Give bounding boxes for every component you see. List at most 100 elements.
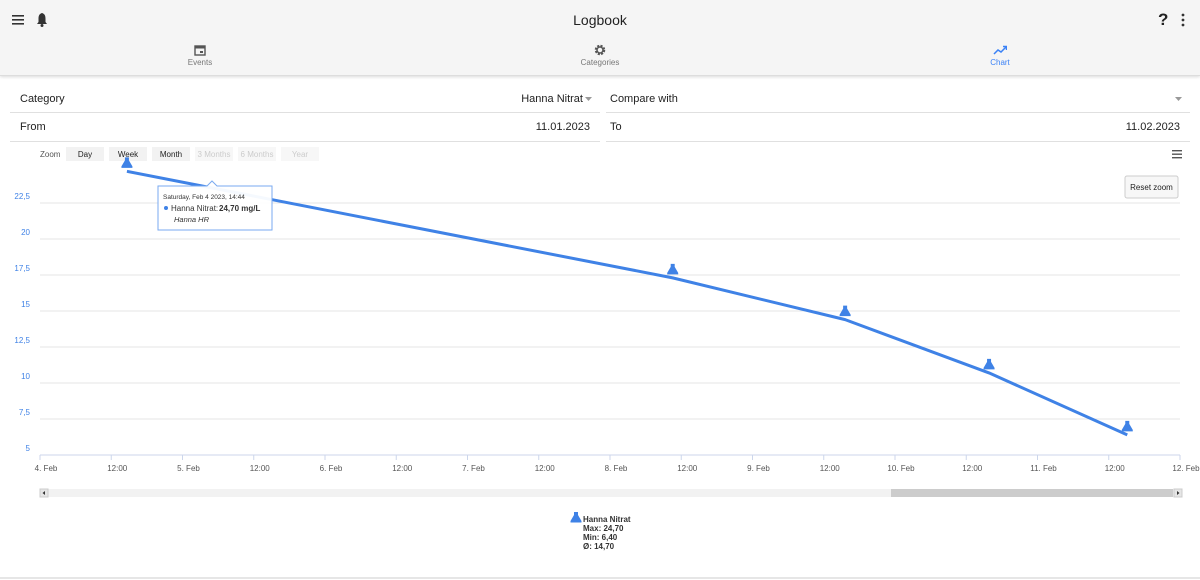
field-label[interactable]: Compare with [610,93,678,105]
tooltip-series: Hanna Nitrat: [171,204,218,213]
zoom-button-label: Year [292,150,309,159]
zoom-button[interactable]: 3 Months [195,147,233,161]
zoom-button[interactable]: 6 Months [238,147,276,161]
calendar-icon [194,45,206,56]
zoom-button[interactable]: Month [152,147,190,161]
y-tick-label: 15 [21,300,30,309]
export-menu[interactable] [1172,150,1182,159]
scrollbar-track [40,489,1182,497]
y-tick-label: 10 [21,372,30,381]
zoom-button-label: 6 Months [241,150,274,159]
app-title: Logbook [573,12,627,28]
legend-stat: Ø: 14,70 [583,542,615,551]
app-bar: Logbook ? Events Categories Chart [0,0,1200,76]
zoom-button-label: 3 Months [198,150,231,159]
x-tick-label: 7. Feb [462,464,485,473]
point-marker [121,157,133,168]
chart: Zoom Day Week Month 3 Months 6 Months Year Rese… [0,147,1200,579]
tooltip-value: 24,70 mg/L [219,204,260,213]
y-tick-label: 12,5 [14,336,30,345]
zoom-label: Zoom [40,150,61,159]
x-tick-label: 11. Feb [1030,464,1057,473]
zoom-button-label: Month [160,150,182,159]
x-tick-label: 4. Feb [35,464,58,473]
scrollbar-thumb [891,489,1173,497]
reset-zoom-bg [1124,175,1179,199]
bell-icon[interactable] [36,12,50,28]
zoom-button[interactable]: Week [109,147,147,161]
tooltip-note: Hanna HR [174,215,210,224]
scrollbar-left-arrow [42,491,45,495]
tab-label: Categories [580,58,620,67]
series-line [126,169,1128,437]
x-tick-label: 12. Feb [1172,464,1200,473]
category-select[interactable]: Hanna Nitrat [521,93,583,105]
menu-icon[interactable] [12,14,26,26]
zoom-button-bg [109,147,147,161]
tooltip-dot [164,206,168,210]
point-marker [839,305,851,317]
dropdown-arrow [585,97,592,101]
zoom-button-label: Day [78,150,92,159]
y-tick-label: 5 [26,444,31,453]
trend-icon [993,45,1007,55]
x-tick-label: 12:00 [1105,464,1126,473]
zoom-button-bg [195,147,233,161]
tab[interactable]: Chart [800,44,1200,67]
x-tick-label: 12:00 [535,464,556,473]
tooltip-date: Saturday, Feb 4 2023, 14:44 [163,194,245,201]
reset-zoom-label: Reset zoom [1130,183,1173,192]
reset-zoom[interactable]: Reset zoom [1124,175,1179,199]
separator [10,141,600,142]
more-icon[interactable] [1180,13,1186,27]
from-date[interactable]: 11.01.2023 [535,121,590,133]
x-tick-label: 12:00 [962,464,983,473]
tab[interactable]: Events [0,44,400,67]
tab-label: Chart [990,58,1010,67]
legend-stat: Min: 6,40 [583,533,618,542]
zoom-button-label: Week [118,150,139,159]
x-tick-label: 12:00 [820,464,841,473]
zoom-button[interactable]: Day [66,147,104,161]
y-tick-label: 7,5 [19,408,31,417]
zoom-button-bg [66,147,104,161]
separator [10,112,600,113]
x-tick-label: 12:00 [107,464,128,473]
x-tick-label: 8. Feb [605,464,628,473]
x-tick-label: 9. Feb [747,464,770,473]
field-label: To [610,121,622,133]
to-date[interactable]: 11.02.2023 [1125,121,1180,133]
x-tick-label: 6. Feb [320,464,343,473]
zoom-button[interactable]: Year [281,147,319,161]
legend-symbol [570,512,582,523]
tab[interactable]: Categories [400,44,800,67]
point-marker [983,358,995,370]
tab-label: Events [187,58,213,67]
separator [606,141,1190,142]
zoom-button-bg [281,147,319,161]
y-tick-label: 22,5 [14,192,30,201]
field-label: Category [20,93,65,105]
x-tick-label: 12:00 [392,464,413,473]
point-marker [1121,420,1133,432]
x-tick-label: 12:00 [677,464,698,473]
scrollbar-right-arrow [1177,491,1180,495]
separator [606,112,1190,113]
field-label: From [20,121,46,133]
help-button[interactable]: ? [1158,10,1169,29]
tooltip: Saturday, Feb 4 2023, 14:44 Hanna Nitrat:… [157,180,273,231]
tooltip-box [157,180,273,231]
x-tick-label: 12:00 [250,464,271,473]
legend-stat: Max: 24,70 [583,524,624,533]
legend-name: Hanna Nitrat [583,515,631,524]
gear-icon [594,44,606,56]
zoom-button-bg [238,147,276,161]
x-tick-label: 10. Feb [887,464,915,473]
dropdown-arrow [1175,97,1182,101]
scrollbar[interactable] [39,488,1183,498]
point-marker [667,263,679,275]
y-tick-label: 20 [21,228,30,237]
y-tick-label: 17,5 [14,264,30,273]
